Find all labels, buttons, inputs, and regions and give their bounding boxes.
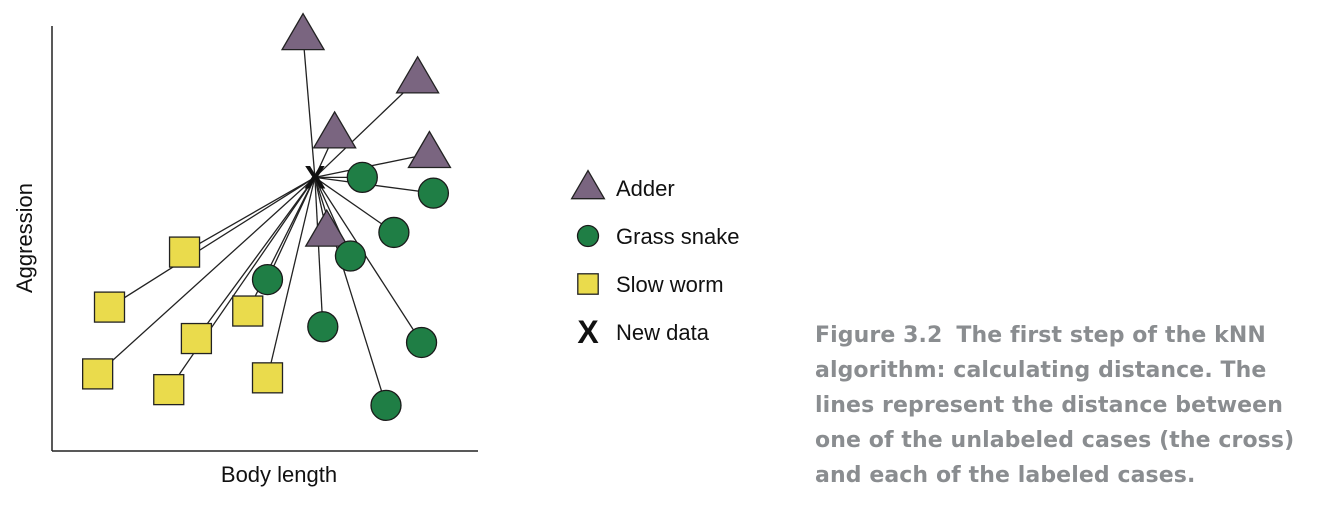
distance-line-slow-worm-7 [266,177,316,378]
slow-worm-point-3 [232,295,264,327]
slow-worm-point-2 [93,291,126,323]
distance-line-slow-worm-4 [195,177,316,339]
grass-snake-point-1 [346,161,378,194]
adder-point-1 [280,12,326,51]
legend-marker-slow-worm [577,273,599,295]
distance-lines [97,35,434,406]
legend-label-grass-snake: Grass snake [616,224,740,249]
distance-line-slow-worm-1 [184,176,316,253]
distance-line-adder-2 [314,78,419,178]
slow-worm-point-7 [251,362,284,394]
new-data-marker-group: X [304,159,326,195]
legend-label-adder: Adder [616,176,675,201]
new-data-marker: X [304,159,326,195]
figure-label: Figure 3.2 [815,323,943,348]
x-axis-label: Body length [221,462,337,487]
adder-point-2 [395,55,440,94]
grass-snake-point-2 [417,177,450,209]
distance-line-slow-worm-5 [97,176,316,375]
slow-worm-point-4 [180,322,213,355]
y-axis-label: Aggression [12,183,37,293]
slow-worm-point-5 [82,358,114,390]
adder-point-5 [304,208,349,247]
legend: Adder Grass snake Slow worm X New data [570,169,740,350]
knn-distance-chart: X Body length Aggression Adder Grass snak… [12,12,740,487]
adder-point-3 [312,110,357,149]
distance-line-grass-snake-7 [314,177,423,343]
legend-label-new-data: New data [616,320,710,345]
distance-line-grass-snake-6 [314,177,324,327]
distance-line-slow-worm-6 [168,177,316,390]
grass-snake-point-6 [307,311,339,343]
grass-snake-point-7 [405,326,438,359]
legend-marker-new-data: X [577,314,599,350]
data-points [82,12,452,422]
grass-snake-point-3 [378,216,410,249]
grass-snake-point-4 [334,240,367,272]
grass-snake-point-8 [370,389,402,422]
legend-label-slow-worm: Slow worm [616,272,724,297]
adder-point-4 [407,130,452,169]
distance-line-adder-1 [302,35,316,178]
slow-worm-point-1 [168,236,201,268]
figure-caption: Figure 3.2 The first step of the kNN algo… [815,318,1315,493]
slow-worm-point-6 [153,373,185,406]
distance-line-slow-worm-2 [109,176,316,308]
grass-snake-point-5 [251,263,284,296]
legend-marker-adder [570,169,606,200]
caption-text: The first step of the kNN algorithm: cal… [815,323,1295,488]
distance-line-grass-snake-3 [314,176,395,233]
legend-marker-grass-snake [576,224,600,248]
